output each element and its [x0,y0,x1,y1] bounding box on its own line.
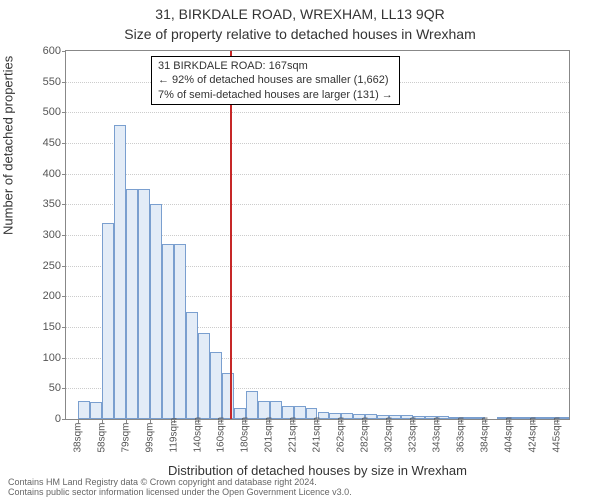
y-tick-label: 250 [26,260,61,272]
y-tick-label: 0 [26,413,61,425]
x-tick-label: 58sqm [96,423,107,453]
chart-title: Size of property relative to detached ho… [0,26,600,42]
x-tick-label: 221sqm [288,423,299,453]
histogram-bar [102,223,114,419]
y-tick-mark [62,358,66,359]
histogram-bar [162,244,174,419]
y-tick-mark [62,204,66,205]
chart-container: 31, BIRKDALE ROAD, WREXHAM, LL13 9QR Siz… [0,0,600,500]
y-tick-mark [62,327,66,328]
annotation-line-3: 7% of semi-detached houses are larger (1… [158,88,393,102]
footer-text: Contains HM Land Registry data © Crown c… [8,478,592,498]
y-tick-label: 50 [26,382,61,394]
x-tick-label: 404sqm [503,423,514,453]
histogram-bar [90,402,102,419]
y-tick-mark [62,235,66,236]
y-tick-mark [62,419,66,420]
y-tick-mark [62,266,66,267]
chart-address: 31, BIRKDALE ROAD, WREXHAM, LL13 9QR [0,6,600,22]
x-tick-label: 201sqm [264,423,275,453]
x-tick-label: 140sqm [192,423,203,453]
x-tick-label: 99sqm [144,423,155,453]
y-tick-label: 200 [26,290,61,302]
y-tick-mark [62,296,66,297]
y-tick-label: 400 [26,168,61,180]
y-axis-label: Number of detached properties [1,56,16,235]
y-tick-mark [62,143,66,144]
x-tick-label: 384sqm [479,423,490,453]
footer-line-2: Contains public sector information licen… [8,488,592,498]
reference-line [230,51,232,419]
histogram-bar [174,244,186,419]
y-tick-label: 600 [26,45,61,57]
x-tick-label: 241sqm [312,423,323,453]
x-tick-label: 424sqm [527,423,538,453]
y-tick-mark [62,174,66,175]
histogram-bar [138,189,150,419]
y-tick-mark [62,112,66,113]
histogram-bar [150,204,162,419]
y-tick-label: 100 [26,352,61,364]
y-tick-label: 450 [26,137,61,149]
gridline-h [66,143,569,144]
x-tick-label: 302sqm [384,423,395,453]
histogram-bar [186,312,198,419]
x-tick-label: 282sqm [360,423,371,453]
y-tick-mark [62,388,66,389]
y-tick-label: 150 [26,321,61,333]
annotation-line-2: ← 92% of detached houses are smaller (1,… [158,73,393,87]
histogram-bar [198,333,210,419]
x-tick-label: 343sqm [432,423,443,453]
plot-area: 05010015020025030035040045050055060038sq… [65,50,570,420]
histogram-bar [114,125,126,419]
x-tick-label: 323sqm [408,423,419,453]
x-tick-label: 445sqm [551,423,562,453]
y-tick-label: 300 [26,229,61,241]
y-tick-mark [62,51,66,52]
histogram-bar [222,373,234,419]
annotation-line-1: 31 BIRKDALE ROAD: 167sqm [158,59,393,73]
gridline-h [66,174,569,175]
x-tick-label: 180sqm [240,423,251,453]
x-tick-label: 363sqm [456,423,467,453]
histogram-bar [246,391,258,419]
x-tick-label: 262sqm [336,423,347,453]
x-axis-label: Distribution of detached houses by size … [65,463,570,478]
histogram-bar [126,189,138,419]
histogram-bar [210,352,222,419]
x-tick-label: 79sqm [120,423,131,453]
x-tick-label: 160sqm [216,423,227,453]
y-tick-label: 500 [26,106,61,118]
x-tick-label: 38sqm [72,423,83,453]
annotation-box: 31 BIRKDALE ROAD: 167sqm ← 92% of detach… [151,56,400,105]
histogram-bar [78,401,90,419]
y-tick-label: 350 [26,198,61,210]
gridline-h [66,112,569,113]
y-tick-mark [62,82,66,83]
y-tick-label: 550 [26,76,61,88]
x-tick-label: 119sqm [168,423,179,453]
